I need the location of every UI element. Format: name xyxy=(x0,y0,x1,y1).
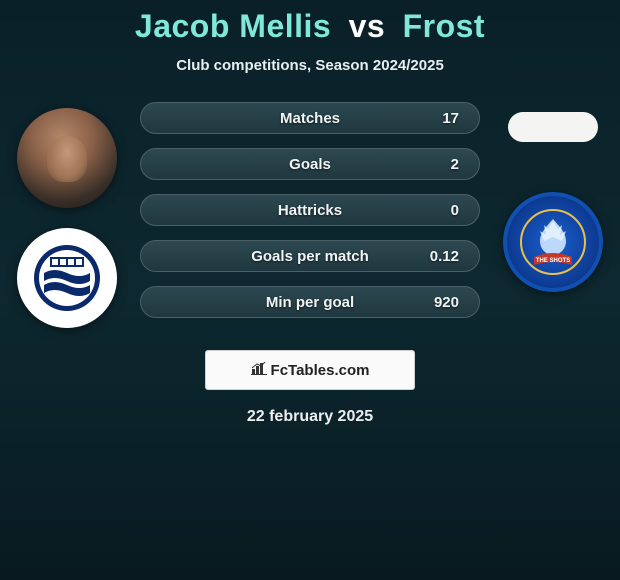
southend-crest-icon xyxy=(32,243,102,313)
stat-right-value: 2 xyxy=(429,156,459,173)
stat-row-goals-per-match: Goals per match 0.12 xyxy=(140,240,480,272)
stat-row-matches: Matches 17 xyxy=(140,102,480,134)
stat-right-value: 0.12 xyxy=(429,248,459,265)
subtitle: Club competitions, Season 2024/2025 xyxy=(0,57,620,74)
stat-right-value: 0 xyxy=(429,202,459,219)
player1-club-badge xyxy=(17,228,117,328)
right-column: THE SHOTS xyxy=(498,102,608,292)
stat-label: Min per goal xyxy=(266,294,354,311)
main-row: Matches 17 Goals 2 Hattricks 0 Goals per… xyxy=(0,102,620,328)
vs-separator: vs xyxy=(349,8,386,44)
player2-photo-placeholder xyxy=(508,112,598,142)
ribbon-text: THE SHOTS xyxy=(536,258,570,264)
player1-name: Jacob Mellis xyxy=(135,8,331,44)
source-label: FcTables.com xyxy=(271,362,370,379)
date-text: 22 february 2025 xyxy=(0,408,620,426)
stat-label: Goals xyxy=(289,156,331,173)
comparison-card: Jacob Mellis vs Frost Club competitions,… xyxy=(0,0,620,426)
stat-label: Goals per match xyxy=(251,248,369,265)
player2-name: Frost xyxy=(403,8,486,44)
stat-row-min-per-goal: Min per goal 920 xyxy=(140,286,480,318)
bar-chart-icon xyxy=(251,361,267,379)
page-title: Jacob Mellis vs Frost xyxy=(0,8,620,45)
stat-label: Hattricks xyxy=(278,202,342,219)
stats-column: Matches 17 Goals 2 Hattricks 0 Goals per… xyxy=(140,102,480,318)
source-badge[interactable]: FcTables.com xyxy=(205,350,415,390)
stat-right-value: 17 xyxy=(429,110,459,127)
aldershot-crest-icon: THE SHOTS xyxy=(518,207,588,277)
player1-photo xyxy=(17,108,117,208)
stat-right-value: 920 xyxy=(429,294,459,311)
player2-club-badge: THE SHOTS xyxy=(503,192,603,292)
stat-row-hattricks: Hattricks 0 xyxy=(140,194,480,226)
stat-row-goals: Goals 2 xyxy=(140,148,480,180)
stat-label: Matches xyxy=(280,110,340,127)
left-column xyxy=(12,102,122,328)
